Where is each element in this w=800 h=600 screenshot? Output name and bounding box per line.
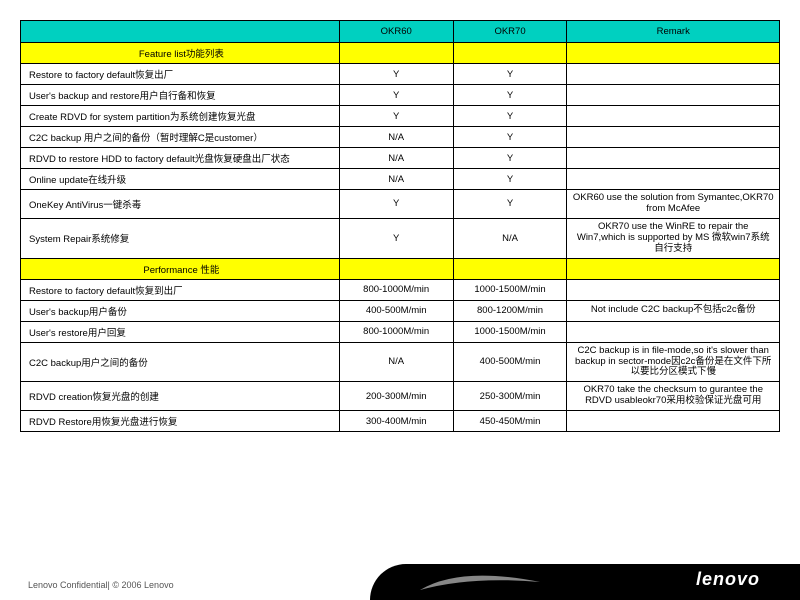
value-cell: N/A: [453, 218, 567, 258]
value-cell: 1000-1500M/min: [453, 279, 567, 300]
value-cell: N/A: [339, 169, 453, 190]
value-cell: Y: [453, 127, 567, 148]
value-cell: 1000-1500M/min: [453, 321, 567, 342]
value-cell: 400-500M/min: [453, 342, 567, 382]
value-cell: Y: [453, 64, 567, 85]
comparison-table: OKR60 OKR70 Remark Feature list功能列表 Rest…: [20, 20, 780, 432]
section-row: Feature list功能列表: [21, 43, 780, 64]
feature-cell: C2C backup用户之间的备份: [21, 342, 340, 382]
table-row: RDVD Restore用恢复光盘进行恢复300-400M/min450-450…: [21, 411, 780, 432]
section2-label: Performance 性能: [21, 258, 340, 279]
table-row: RDVD creation恢复光盘的创建200-300M/min250-300M…: [21, 382, 780, 411]
remark-cell: Not include C2C backup不包括c2c备份: [567, 300, 780, 321]
table-row: C2C backup用户之间的备份N/A400-500M/minC2C back…: [21, 342, 780, 382]
col-remark: Remark: [567, 21, 780, 43]
section1-label: Feature list功能列表: [21, 43, 340, 64]
feature-cell: Restore to factory default恢复到出厂: [21, 279, 340, 300]
feature-cell: System Repair系统修复: [21, 218, 340, 258]
value-cell: 800-1000M/min: [339, 279, 453, 300]
feature-cell: Create RDVD for system partition为系统创建恢复光…: [21, 106, 340, 127]
footer: Lenovo Confidential| © 2006 Lenovo lenov…: [0, 564, 800, 600]
value-cell: Y: [339, 85, 453, 106]
table-row: User's backup and restore用户自行备和恢复YY: [21, 85, 780, 106]
remark-cell: [567, 321, 780, 342]
value-cell: Y: [453, 148, 567, 169]
remark-cell: [567, 85, 780, 106]
remark-cell: OKR70 use the WinRE to repair the Win7,w…: [567, 218, 780, 258]
value-cell: N/A: [339, 127, 453, 148]
feature-cell: User's backup and restore用户自行备和恢复: [21, 85, 340, 106]
remark-cell: OKR70 take the checksum to gurantee the …: [567, 382, 780, 411]
value-cell: 300-400M/min: [339, 411, 453, 432]
footer-curve: [370, 564, 410, 600]
table-row: System Repair系统修复YN/AOKR70 use the WinRE…: [21, 218, 780, 258]
remark-cell: [567, 127, 780, 148]
header-row: OKR60 OKR70 Remark: [21, 21, 780, 43]
confidential-text: Lenovo Confidential| © 2006 Lenovo: [28, 580, 174, 590]
feature-cell: OneKey AntiVirus一键杀毒: [21, 190, 340, 219]
table-row: Restore to factory default恢复到出厂800-1000M…: [21, 279, 780, 300]
table-row: C2C backup 用户之间的备份（暂时理解C是customer）N/AY: [21, 127, 780, 148]
table-row: User's restore用户回复800-1000M/min1000-1500…: [21, 321, 780, 342]
feature-cell: RDVD creation恢复光盘的创建: [21, 382, 340, 411]
remark-cell: C2C backup is in file-mode,so it's slowe…: [567, 342, 780, 382]
remark-cell: [567, 106, 780, 127]
remark-cell: [567, 148, 780, 169]
value-cell: Y: [339, 218, 453, 258]
value-cell: Y: [453, 106, 567, 127]
value-cell: 250-300M/min: [453, 382, 567, 411]
value-cell: 200-300M/min: [339, 382, 453, 411]
value-cell: Y: [339, 190, 453, 219]
remark-cell: [567, 279, 780, 300]
table-row: Create RDVD for system partition为系统创建恢复光…: [21, 106, 780, 127]
value-cell: 800-1000M/min: [339, 321, 453, 342]
remark-cell: [567, 169, 780, 190]
value-cell: Y: [453, 169, 567, 190]
value-cell: Y: [453, 85, 567, 106]
value-cell: N/A: [339, 342, 453, 382]
value-cell: N/A: [339, 148, 453, 169]
remark-cell: OKR60 use the solution from Symantec,OKR…: [567, 190, 780, 219]
swoosh-icon: [420, 570, 540, 594]
feature-cell: RDVD Restore用恢复光盘进行恢复: [21, 411, 340, 432]
table-row: RDVD to restore HDD to factory default光盘…: [21, 148, 780, 169]
value-cell: 400-500M/min: [339, 300, 453, 321]
value-cell: Y: [339, 64, 453, 85]
value-cell: Y: [453, 190, 567, 219]
col-okr60: OKR60: [339, 21, 453, 43]
remark-cell: [567, 411, 780, 432]
table-row: OneKey AntiVirus一键杀毒YYOKR60 use the solu…: [21, 190, 780, 219]
col-blank: [21, 21, 340, 43]
feature-cell: User's restore用户回复: [21, 321, 340, 342]
col-okr70: OKR70: [453, 21, 567, 43]
table-row: Restore to factory default恢复出厂YY: [21, 64, 780, 85]
feature-cell: C2C backup 用户之间的备份（暂时理解C是customer）: [21, 127, 340, 148]
remark-cell: [567, 64, 780, 85]
table-row: User's backup用户备份400-500M/min800-1200M/m…: [21, 300, 780, 321]
table-row: Online update在线升级N/AY: [21, 169, 780, 190]
feature-cell: Online update在线升级: [21, 169, 340, 190]
feature-cell: RDVD to restore HDD to factory default光盘…: [21, 148, 340, 169]
value-cell: 800-1200M/min: [453, 300, 567, 321]
value-cell: Y: [339, 106, 453, 127]
section-row: Performance 性能: [21, 258, 780, 279]
value-cell: 450-450M/min: [453, 411, 567, 432]
feature-cell: User's backup用户备份: [21, 300, 340, 321]
feature-cell: Restore to factory default恢复出厂: [21, 64, 340, 85]
lenovo-logo: lenovo: [696, 569, 760, 590]
